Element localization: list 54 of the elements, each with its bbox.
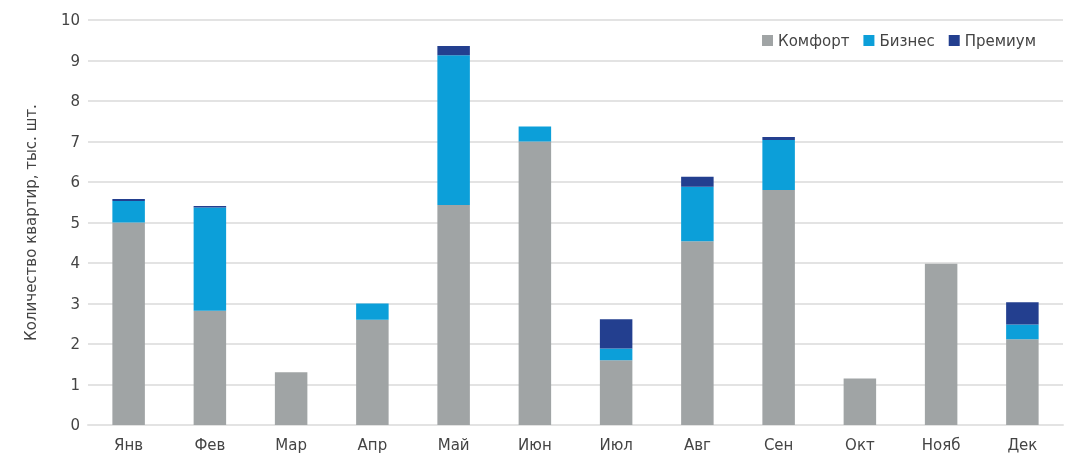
bar bbox=[112, 201, 145, 223]
y-tick-label: 8 bbox=[70, 92, 80, 110]
legend-label: Комфорт bbox=[778, 31, 850, 50]
bar bbox=[681, 176, 714, 187]
x-tick-label: Мар bbox=[275, 435, 307, 454]
x-tick-label: Дек bbox=[1007, 435, 1038, 454]
bar bbox=[193, 207, 227, 311]
legend-label: Премиум bbox=[964, 31, 1037, 50]
y-tick-label: 4 bbox=[70, 254, 80, 272]
y-tick-label: 0 bbox=[70, 416, 80, 434]
bar bbox=[112, 222, 145, 425]
x-tick-label: Июн bbox=[518, 435, 552, 454]
x-tick-label: Нояб bbox=[921, 435, 961, 454]
y-tick-label: 3 bbox=[70, 294, 80, 313]
x-tick-label: Июл bbox=[599, 435, 633, 454]
bar bbox=[599, 348, 633, 361]
bar bbox=[193, 310, 227, 425]
bar bbox=[518, 126, 552, 142]
bar bbox=[437, 45, 470, 56]
bar bbox=[681, 186, 714, 242]
bar bbox=[1006, 339, 1039, 425]
bar bbox=[924, 263, 958, 425]
x-tick-label: Апр bbox=[357, 435, 388, 454]
bar bbox=[762, 137, 795, 140]
bar bbox=[762, 139, 795, 191]
y-tick-label: 9 bbox=[70, 51, 80, 70]
bar bbox=[274, 372, 308, 425]
y-tick-label: 10 bbox=[60, 11, 80, 29]
y-tick-label: 1 bbox=[70, 375, 80, 394]
bar bbox=[599, 360, 633, 425]
bar bbox=[599, 319, 633, 349]
bar bbox=[1006, 302, 1039, 325]
bar bbox=[437, 205, 470, 425]
x-tick-label: Май bbox=[437, 435, 470, 454]
x-tick-label: Янв bbox=[114, 435, 144, 454]
y-tick-label: 5 bbox=[70, 213, 80, 232]
bar bbox=[356, 319, 389, 425]
x-tick-label: Фев bbox=[194, 435, 226, 454]
bar bbox=[762, 190, 795, 425]
bar bbox=[843, 378, 877, 425]
x-tick-label: Окт bbox=[845, 435, 875, 454]
bar bbox=[437, 55, 470, 206]
bar bbox=[518, 141, 552, 425]
bar bbox=[112, 199, 145, 202]
legend-label: Бизнес bbox=[879, 31, 935, 50]
y-tick-label: 7 bbox=[70, 132, 80, 151]
y-tick-label: 6 bbox=[70, 173, 80, 191]
x-tick-label: Авг bbox=[683, 435, 711, 454]
bar bbox=[1006, 324, 1039, 340]
bar bbox=[356, 303, 389, 320]
y-axis-title: Количество квартир, тыс. шт. bbox=[21, 104, 40, 341]
bar bbox=[681, 241, 714, 425]
y-tick-label: 2 bbox=[70, 335, 80, 353]
x-tick-label: Сен bbox=[763, 435, 794, 454]
